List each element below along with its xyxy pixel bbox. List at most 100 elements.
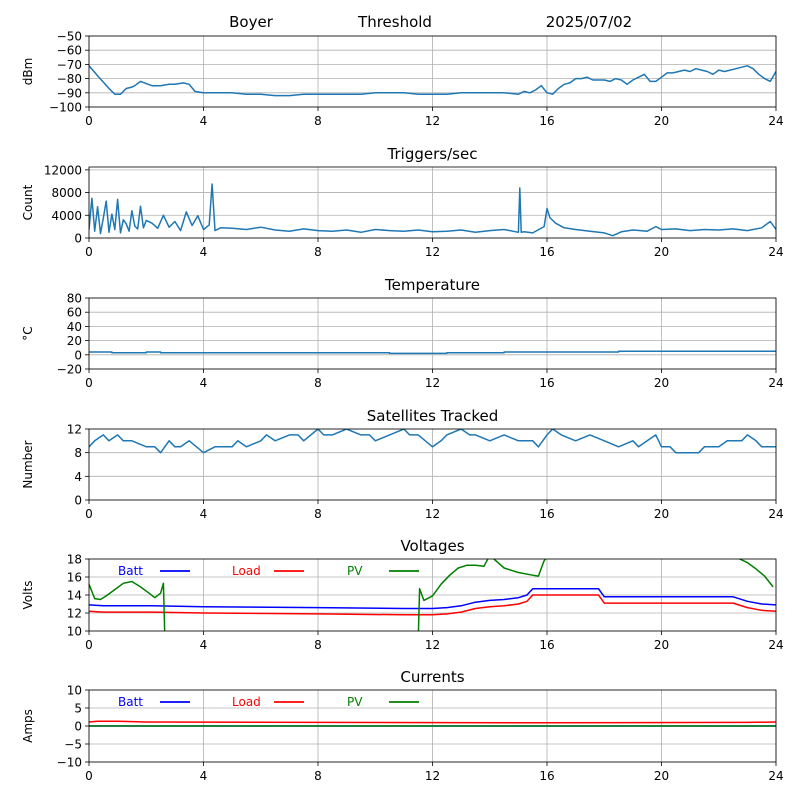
y-tick-label: 20 xyxy=(67,334,82,348)
x-tick-label: 12 xyxy=(425,114,440,128)
x-tick-label: 16 xyxy=(539,245,554,259)
x-tick-label: 8 xyxy=(314,245,322,259)
series-line-batt xyxy=(89,587,776,610)
x-tick-label: 4 xyxy=(200,245,208,259)
series-line-load xyxy=(89,594,776,616)
series-line-main xyxy=(89,429,776,454)
panel-title: Voltages xyxy=(400,537,464,555)
y-tick-label: −70 xyxy=(57,58,82,72)
x-tick-label: 24 xyxy=(768,507,783,521)
y-tick-label: −100 xyxy=(49,101,82,115)
panel-5: 0 4 8 12 16 20 24 −10 −5 0 5 10 Currents Amps Batt Load… xyxy=(21,668,784,783)
y-tick-label: 18 xyxy=(67,553,82,567)
x-tick-label: 8 xyxy=(314,376,322,390)
y-tick-label: −60 xyxy=(57,44,82,58)
x-tick-label: 0 xyxy=(85,507,93,521)
x-tick-label: 16 xyxy=(539,638,554,652)
y-tick-label: 8000 xyxy=(51,186,82,200)
legend-label-batt: Batt xyxy=(118,564,143,578)
y-tick-label: 12000 xyxy=(44,163,82,177)
y-tick-label: −20 xyxy=(57,363,82,377)
panel-0: 0 4 8 12 16 20 24 −100−90−80−70−60−50 dBm xyxy=(21,30,784,129)
x-tick-label: 4 xyxy=(200,376,208,390)
y-tick-label: 80 xyxy=(67,292,82,306)
y-tick-label: 14 xyxy=(67,589,82,603)
x-tick-label: 20 xyxy=(654,114,669,128)
panel-3: 0 4 8 12 16 20 24 0 4 8 12 Satellites Tracked Number xyxy=(21,407,784,521)
trigger-mode: Threshold xyxy=(357,13,432,31)
panel-title: Triggers/sec xyxy=(387,145,478,163)
legend-label-pv: PV xyxy=(347,695,363,709)
station-name: Boyer xyxy=(229,13,274,31)
legend-label-load: Load xyxy=(232,695,261,709)
y-tick-label: −80 xyxy=(57,72,82,86)
x-tick-label: 12 xyxy=(425,769,440,783)
y-tick-label: 60 xyxy=(67,306,82,320)
panel-4: 0 4 8 12 16 20 24 10 12 14 16 18 Voltages Volts Batt Lo… xyxy=(21,537,784,652)
y-tick-label: −5 xyxy=(64,738,82,752)
x-tick-label: 4 xyxy=(200,638,208,652)
x-tick-label: 4 xyxy=(200,769,208,783)
y-tick-label: 40 xyxy=(67,320,82,334)
x-tick-label: 24 xyxy=(768,245,783,259)
x-tick-label: 0 xyxy=(85,638,93,652)
y-axis-label: Volts xyxy=(21,581,35,610)
x-tick-label: 8 xyxy=(314,638,322,652)
y-axis-label: °C xyxy=(21,326,35,340)
y-tick-label: 0 xyxy=(74,494,82,508)
y-tick-label: 12 xyxy=(67,607,82,621)
y-tick-label: 16 xyxy=(67,571,82,585)
x-tick-label: 24 xyxy=(768,376,783,390)
x-tick-label: 20 xyxy=(654,507,669,521)
x-tick-label: 12 xyxy=(425,376,440,390)
y-axis-label: Count xyxy=(21,184,35,220)
y-tick-label: 0 xyxy=(74,232,82,246)
x-tick-label: 16 xyxy=(539,114,554,128)
legend-label-batt: Batt xyxy=(118,695,143,709)
series-line-main xyxy=(89,65,776,97)
y-tick-label: 8 xyxy=(74,446,82,460)
y-axis-label: Amps xyxy=(21,709,35,743)
x-tick-label: 20 xyxy=(654,245,669,259)
y-tick-label: 5 xyxy=(74,702,82,716)
x-tick-label: 16 xyxy=(539,507,554,521)
x-tick-label: 8 xyxy=(314,769,322,783)
y-tick-label: 0 xyxy=(74,348,82,362)
x-tick-label: 0 xyxy=(85,769,93,783)
y-tick-label: 10 xyxy=(67,684,82,698)
x-tick-label: 8 xyxy=(314,507,322,521)
x-tick-label: 0 xyxy=(85,376,93,390)
x-tick-label: 20 xyxy=(654,638,669,652)
y-axis-label: Number xyxy=(21,440,35,488)
panel-title: Temperature xyxy=(384,276,480,294)
x-tick-label: 20 xyxy=(654,376,669,390)
y-tick-label: −90 xyxy=(57,86,82,100)
panel-title: Satellites Tracked xyxy=(367,407,498,425)
x-tick-label: 16 xyxy=(539,376,554,390)
panel-1: 0 4 8 12 16 20 24 0 4000 8000 12000 Triggers/sec Cou… xyxy=(21,145,784,259)
series-line-main xyxy=(89,350,776,355)
x-tick-label: 20 xyxy=(654,769,669,783)
series-line-main xyxy=(89,183,776,237)
x-tick-label: 12 xyxy=(425,245,440,259)
x-tick-label: 16 xyxy=(539,769,554,783)
report-date: 2025/07/02 xyxy=(546,13,632,31)
x-tick-label: 4 xyxy=(200,114,208,128)
x-tick-label: 24 xyxy=(768,114,783,128)
x-tick-label: 12 xyxy=(425,507,440,521)
x-tick-label: 24 xyxy=(768,638,783,652)
legend-label-load: Load xyxy=(232,564,261,578)
x-tick-label: 0 xyxy=(85,245,93,259)
y-tick-label: 0 xyxy=(74,720,82,734)
y-tick-label: 12 xyxy=(67,423,82,437)
x-tick-label: 8 xyxy=(314,114,322,128)
series-line-pv xyxy=(89,559,774,631)
y-axis-label: dBm xyxy=(21,58,35,86)
x-tick-label: 24 xyxy=(768,769,783,783)
x-tick-label: 4 xyxy=(200,507,208,521)
y-tick-label: −50 xyxy=(57,30,82,44)
x-tick-label: 0 xyxy=(85,114,93,128)
legend-label-pv: PV xyxy=(347,564,363,578)
